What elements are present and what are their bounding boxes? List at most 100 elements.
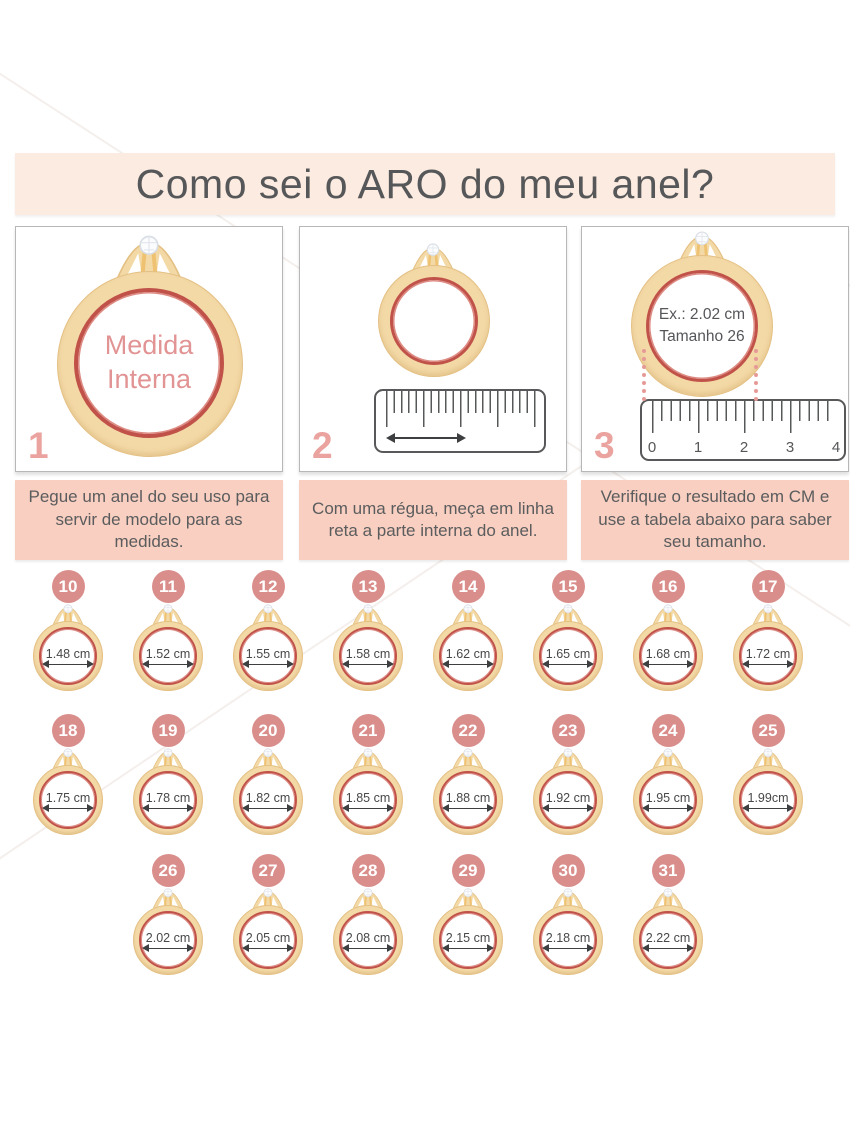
- ring-measure-label: 2.08 cm: [345, 931, 391, 945]
- ring-size-cell: 12 1.55 cm: [218, 570, 318, 694]
- ring-size-badge: 11: [151, 570, 185, 603]
- measure-arrow-icon: [142, 943, 194, 952]
- ring-band: 1.52 cm: [133, 621, 203, 691]
- ring-size-cell: 22 1.88 cm: [418, 714, 518, 838]
- ring-band: 1.72 cm: [733, 621, 803, 691]
- measure-arrow-icon: [42, 803, 94, 812]
- ring-inner-area: Ex.: 2.02 cm Tamanho 26: [646, 270, 758, 382]
- ring-size-cell: 27 2.05 cm: [218, 854, 318, 978]
- ring-size-cell: 24 1.95 cm: [618, 714, 718, 838]
- ring-size-badge: 28: [351, 854, 385, 887]
- ring-measure-label: 2.18 cm: [545, 931, 591, 945]
- ring-band: 1.88 cm: [433, 765, 503, 835]
- ring-inner-area: 1.85 cm: [339, 771, 397, 829]
- measure-arrow-icon: [386, 432, 466, 443]
- ring-size-cell: 25 1.99cm: [718, 714, 818, 838]
- ring-measure-label: 1.58 cm: [345, 647, 391, 661]
- ring-measure-label: 1.55 cm: [245, 647, 291, 661]
- measure-arrow-icon: [442, 659, 494, 668]
- ring-inner-area: 1.88 cm: [439, 771, 497, 829]
- measure-arrow-icon: [642, 659, 694, 668]
- ring-illustration: 1.68 cm: [631, 604, 705, 694]
- step-number: 2: [312, 425, 333, 466]
- ring-size-badge: 24: [651, 714, 685, 747]
- ruler-number: 2: [739, 439, 749, 456]
- ring-size-cell: 20 1.82 cm: [218, 714, 318, 838]
- step-number: 3: [594, 425, 615, 466]
- ring-inner-area: 1.82 cm: [239, 771, 297, 829]
- ring-size-cell: 16 1.68 cm: [618, 570, 718, 694]
- ring-measure-label: 1.65 cm: [545, 647, 591, 661]
- example-measure-label: Ex.: 2.02 cm: [658, 305, 746, 323]
- ring-size-badge: 27: [251, 854, 285, 887]
- ring-measure-label: 1.72 cm: [745, 647, 791, 661]
- ring-band: 1.85 cm: [333, 765, 403, 835]
- ring-measure-label: 1.88 cm: [445, 791, 491, 805]
- ring-size-badge: 18: [51, 714, 85, 747]
- ring-measure-label: 1.62 cm: [445, 647, 491, 661]
- ring-size-badge: 10: [51, 570, 85, 603]
- ring-illustration: 1.85 cm: [331, 748, 405, 838]
- ring-band: 1.82 cm: [233, 765, 303, 835]
- ring-measure-label: 1.85 cm: [345, 791, 391, 805]
- ring-inner-area: 2.02 cm: [139, 911, 197, 969]
- measure-arrow-icon: [242, 803, 294, 812]
- ring-inner-area: [390, 277, 478, 365]
- ring-illustration: 1.88 cm: [431, 748, 505, 838]
- ring-illustration: 1.78 cm: [131, 748, 205, 838]
- step-box-2: 2: [299, 226, 567, 472]
- ring-band: 1.48 cm: [33, 621, 103, 691]
- title-banner: Como sei o ARO do meu anel?: [15, 153, 835, 215]
- ring-size-cell: 11 1.52 cm: [118, 570, 218, 694]
- ring-size-cell: 21 1.85 cm: [318, 714, 418, 838]
- ring-size-badge: 15: [551, 570, 585, 603]
- ring-inner-area: 1.72 cm: [739, 627, 797, 685]
- measure-arrow-icon: [142, 659, 194, 668]
- ring-illustration: 2.18 cm: [531, 888, 605, 978]
- ring-size-cell: 26 2.02 cm: [118, 854, 218, 978]
- ring-measure-label: 1.75 cm: [45, 791, 91, 805]
- measure-arrow-icon: [742, 803, 794, 812]
- measure-arrow-icon: [542, 803, 594, 812]
- measure-arrow-icon: [742, 659, 794, 668]
- ring-inner-area: 2.05 cm: [239, 911, 297, 969]
- ring-inner-label-line1: Medida: [104, 330, 194, 361]
- ring-inner-area: 1.99cm: [739, 771, 797, 829]
- ring-inner-area: 1.48 cm: [39, 627, 97, 685]
- measure-arrow-icon: [42, 659, 94, 668]
- ring-size-badge: 25: [751, 714, 785, 747]
- ring-illustration: 2.15 cm: [431, 888, 505, 978]
- ring-inner-area: 1.95 cm: [639, 771, 697, 829]
- ring-measure-label: 1.82 cm: [245, 791, 291, 805]
- caption-text: Pegue um anel do seu uso para servir de …: [28, 487, 270, 552]
- ring-band: 2.08 cm: [333, 905, 403, 975]
- ring-size-badge: 21: [351, 714, 385, 747]
- ring-measure-label: 2.15 cm: [445, 931, 491, 945]
- ring-measure-label: 1.48 cm: [45, 647, 91, 661]
- ring-size-badge: 17: [751, 570, 785, 603]
- ring-measure-label: 1.99cm: [747, 791, 789, 805]
- ring-size-badge: 30: [551, 854, 585, 887]
- ring-illustration: 1.48 cm: [31, 604, 105, 694]
- ring-illustration: 1.99cm: [731, 748, 805, 838]
- ruler-icon: [374, 389, 546, 453]
- ring-illustration: 1.72 cm: [731, 604, 805, 694]
- ring-size-badge: 20: [251, 714, 285, 747]
- ruler-number: 3: [785, 439, 795, 456]
- ring-illustration: 2.02 cm: [131, 888, 205, 978]
- ring-illustration: 2.22 cm: [631, 888, 705, 978]
- ring-band: 2.15 cm: [433, 905, 503, 975]
- ring-size-cell: 31 2.22 cm: [618, 854, 718, 978]
- ring-illustration: 1.92 cm: [531, 748, 605, 838]
- ring-inner-area: 1.68 cm: [639, 627, 697, 685]
- ruler-ticks: [650, 401, 836, 459]
- ring-band: 1.55 cm: [233, 621, 303, 691]
- size-chart-row-1: 10 1.48 cm 11 1.52 cm: [0, 570, 850, 700]
- measure-arrow-icon: [642, 803, 694, 812]
- ring-band: 1.95 cm: [633, 765, 703, 835]
- ring-measure-label: 1.92 cm: [545, 791, 591, 805]
- ring-illustration: 1.82 cm: [231, 748, 305, 838]
- ring-size-cell: 19 1.78 cm: [118, 714, 218, 838]
- ring-size-cell: 30 2.18 cm: [518, 854, 618, 978]
- page-title: Como sei o ARO do meu anel?: [135, 160, 715, 207]
